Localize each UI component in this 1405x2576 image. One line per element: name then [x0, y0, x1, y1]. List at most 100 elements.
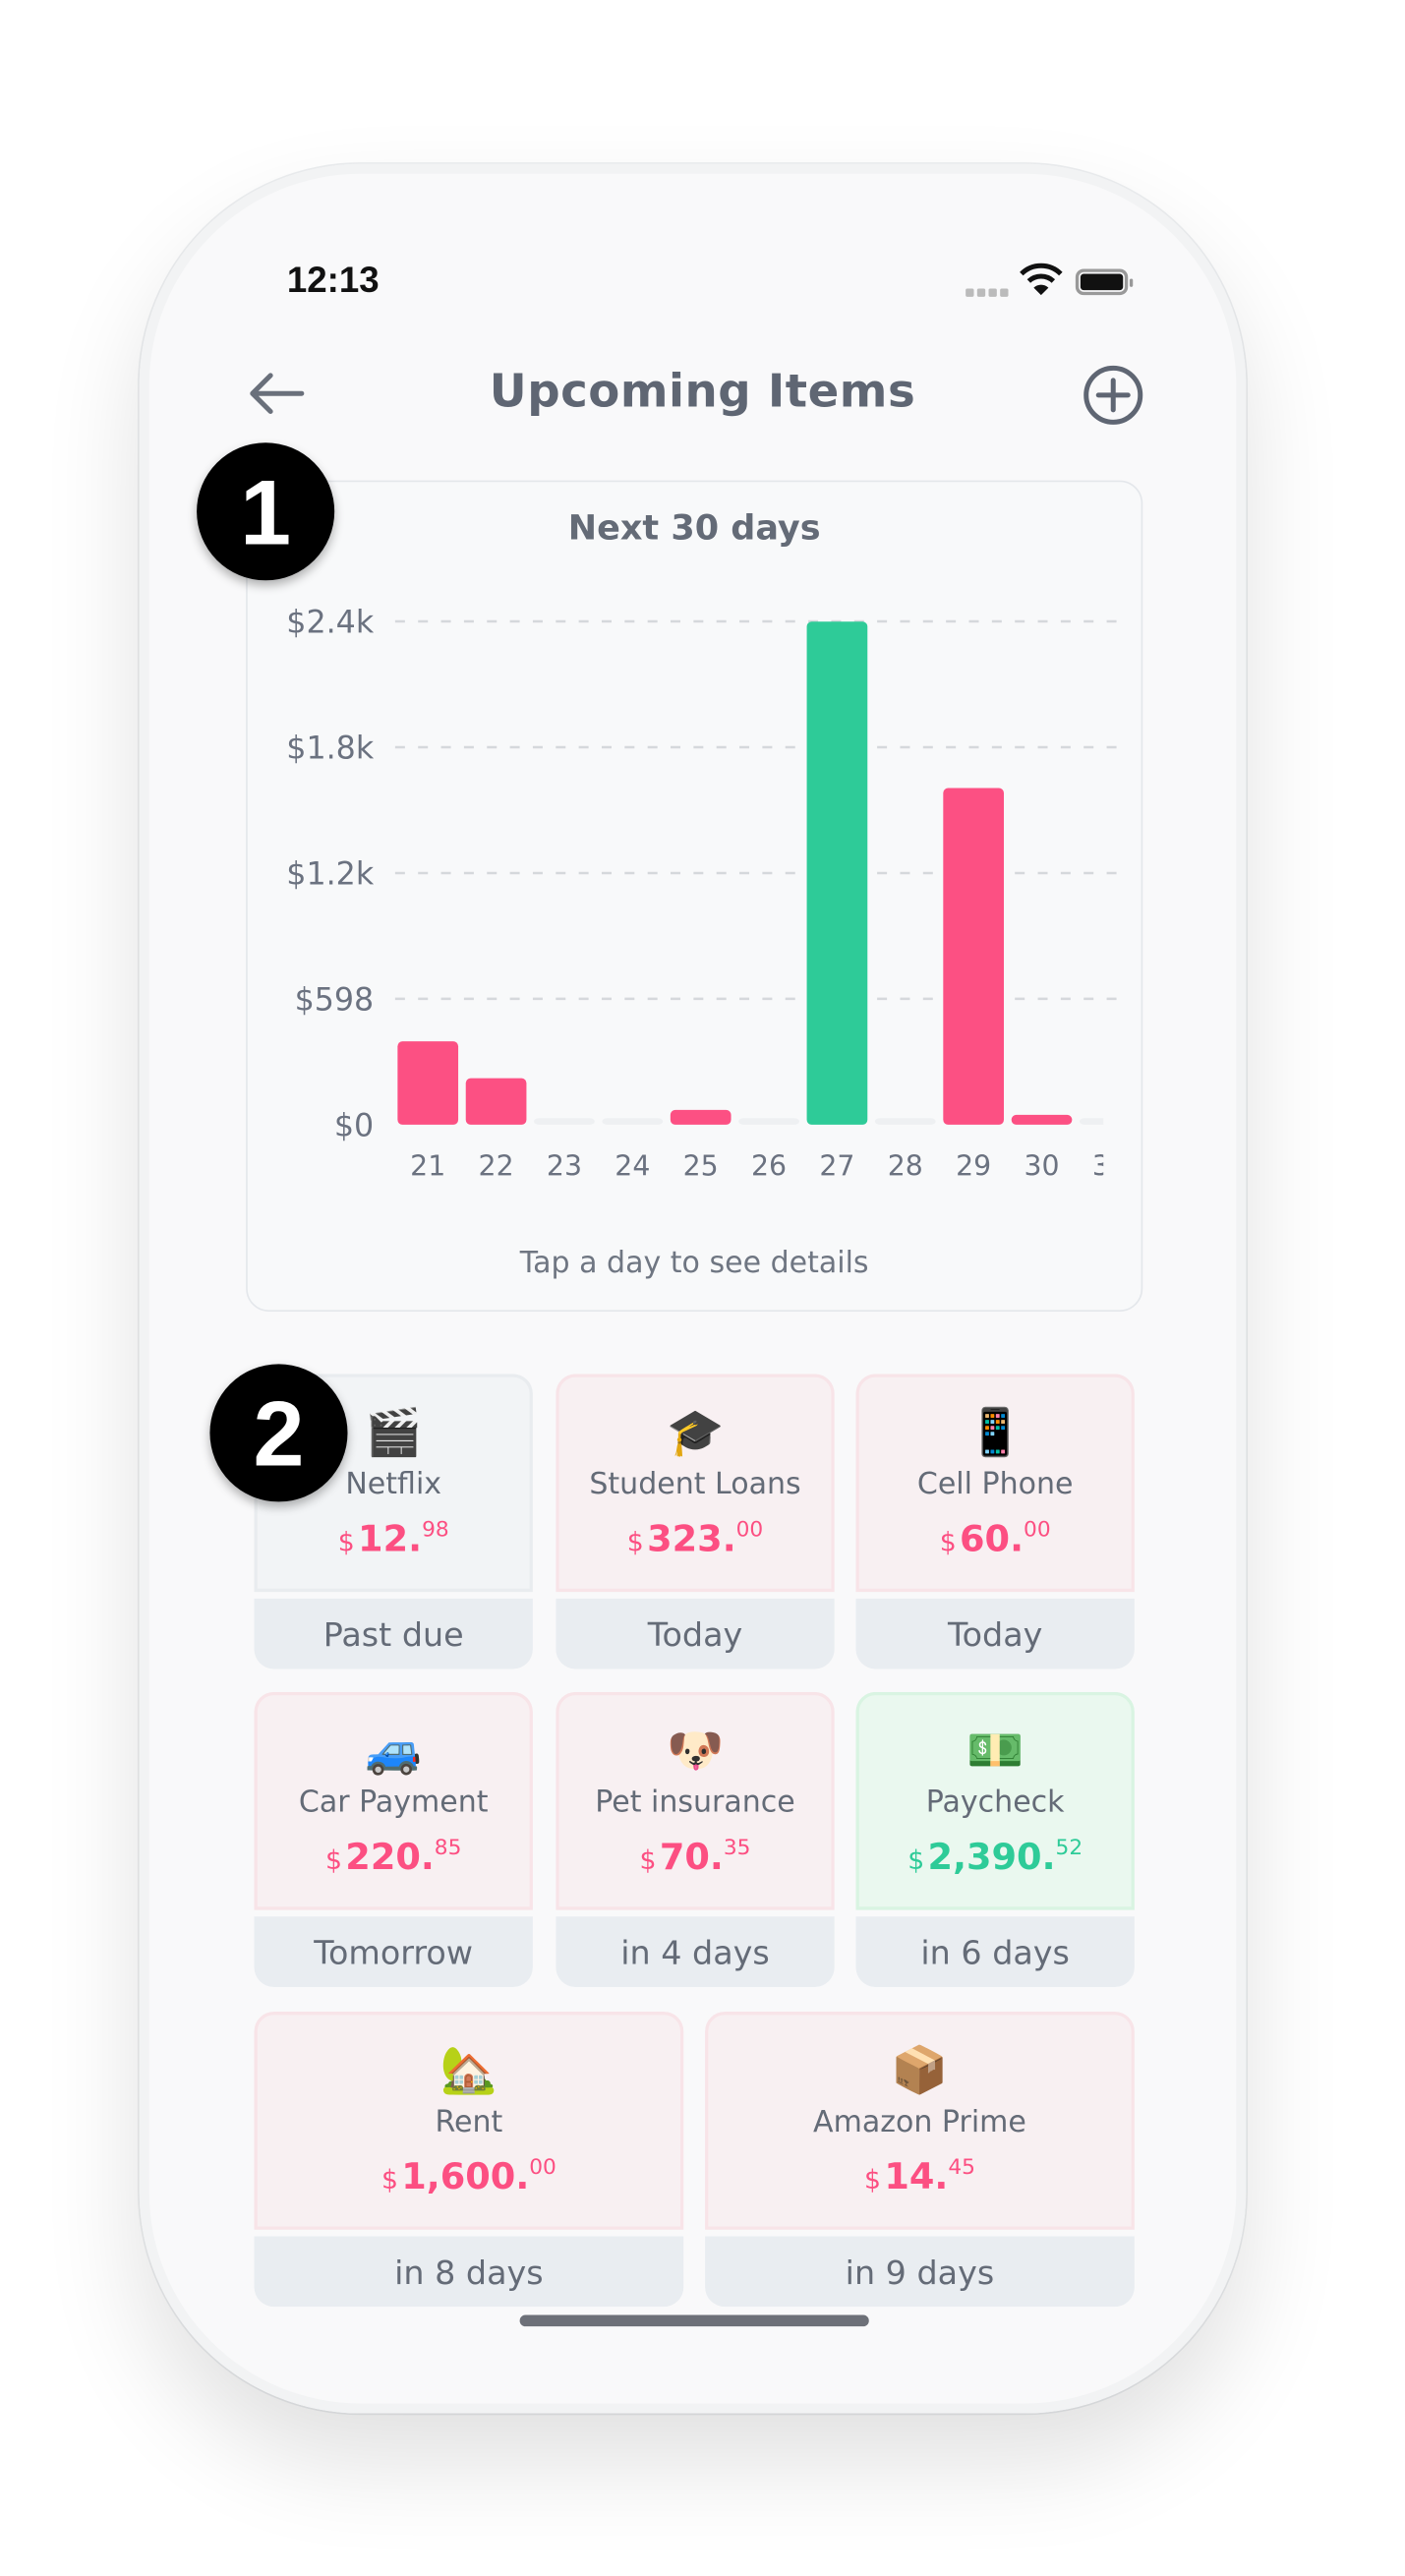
battery-icon [1075, 268, 1134, 296]
item-amount: $14.45 [708, 2156, 1131, 2198]
car-icon: 🚙 [365, 1723, 423, 1778]
money-icon: 💵 [966, 1723, 1024, 1778]
bar-23[interactable] [534, 1118, 595, 1125]
upcoming-item-card[interactable]: 📦 Amazon Prime $14.45 in 9 days [705, 2012, 1135, 2308]
currency-symbol: $ [864, 2164, 881, 2195]
annotation-badge-1: 1 [197, 442, 335, 581]
item-due-status: in 6 days [855, 1916, 1135, 1988]
upcoming-item-card[interactable]: 💵 Paycheck $2,390.52 in 6 days [855, 1691, 1135, 1988]
item-due-status: Tomorrow [254, 1916, 533, 1988]
item-body: 🎓 Student Loans $323.00 [556, 1374, 835, 1593]
graduation-cap-icon: 🎓 [666, 1405, 725, 1460]
currency-symbol: $ [626, 1526, 644, 1558]
item-name: Pet insurance [595, 1785, 795, 1820]
chart-title: Next 30 days [567, 507, 821, 548]
item-body: 🐶 Pet insurance $70.35 [556, 1691, 835, 1910]
item-name: Cell Phone [916, 1467, 1074, 1502]
item-amount: $12.98 [258, 1518, 530, 1560]
chart-card: Next 30 days $0 $598 $1.2k $1.8k $2.4k 21 22 23… [246, 480, 1144, 1313]
item-due-status: in 8 days [254, 2236, 684, 2308]
item-due-status: Today [855, 1598, 1135, 1669]
bar-30[interactable] [1011, 1114, 1073, 1125]
bar-27[interactable] [806, 621, 868, 1125]
x-tick-label: 25 [683, 1150, 719, 1183]
y-tick-label: $598 [295, 983, 375, 1019]
amount-whole: 323. [647, 1519, 736, 1561]
clapper-board-icon: 🎬 [365, 1405, 423, 1460]
currency-symbol: $ [324, 1844, 342, 1876]
dog-icon: 🐶 [666, 1723, 725, 1778]
amount-cents: 00 [735, 1518, 764, 1544]
bar-25[interactable] [670, 1109, 732, 1125]
home-indicator[interactable] [519, 2314, 869, 2327]
annotation-badge-2: 2 [209, 1364, 348, 1502]
y-tick-label: $2.4k [286, 606, 375, 641]
x-tick-label: 30 [1024, 1150, 1060, 1183]
bar-29[interactable] [943, 788, 1005, 1125]
bar-26[interactable] [738, 1118, 799, 1125]
x-tick-label: 21 [410, 1150, 445, 1183]
bar-31[interactable] [1080, 1118, 1130, 1125]
item-amount: $1,600.00 [258, 2156, 680, 2198]
amount-cents: 00 [529, 2155, 556, 2181]
upcoming-item-card[interactable]: 🐶 Pet insurance $70.35 in 4 days [556, 1691, 835, 1988]
item-amount: $70.35 [559, 1837, 832, 1879]
amount-whole: 220. [345, 1838, 435, 1879]
y-tick-label: $0 [334, 1109, 374, 1144]
item-amount: $60.00 [859, 1518, 1132, 1560]
signal-icon [966, 288, 1009, 297]
amount-cents: 35 [723, 1836, 751, 1861]
item-amount: $323.00 [559, 1518, 832, 1560]
bar-28[interactable] [874, 1118, 936, 1125]
upcoming-item-card[interactable]: 📱 Cell Phone $60.00 Today [855, 1374, 1135, 1669]
x-tick-label: 24 [615, 1150, 650, 1183]
item-amount: $220.85 [258, 1837, 530, 1879]
amount-cents: 98 [422, 1518, 449, 1544]
item-due-status: in 4 days [556, 1916, 835, 1988]
amount-cents: 00 [1024, 1518, 1051, 1544]
currency-symbol: $ [907, 1844, 925, 1876]
upcoming-item-card[interactable]: 🎓 Student Loans $323.00 Today [556, 1374, 835, 1669]
bar-24[interactable] [602, 1118, 664, 1125]
item-body: 💵 Paycheck $2,390.52 [855, 1691, 1135, 1910]
item-name: Rent [435, 2105, 503, 2140]
item-body: 📦 Amazon Prime $14.45 [705, 2012, 1135, 2230]
mobile-phone-icon: 📱 [966, 1405, 1024, 1460]
amount-whole: 2,390. [927, 1838, 1056, 1879]
item-name: Amazon Prime [813, 2105, 1026, 2140]
bar-22[interactable] [465, 1078, 527, 1125]
currency-symbol: $ [939, 1526, 957, 1558]
item-body: 🚙 Car Payment $220.85 [254, 1691, 533, 1910]
currency-symbol: $ [381, 2164, 398, 2195]
item-name: Car Payment [298, 1785, 489, 1820]
house-icon: 🏡 [439, 2042, 498, 2097]
status-time: 12:13 [286, 259, 380, 301]
item-name: Netflix [345, 1467, 442, 1502]
x-tick-label: 22 [479, 1150, 514, 1183]
amount-whole: 12. [358, 1519, 423, 1561]
x-tick-label: 26 [751, 1150, 787, 1183]
amount-whole: 1,600. [401, 2157, 530, 2199]
item-body: 📱 Cell Phone $60.00 [855, 1374, 1135, 1593]
upcoming-item-card[interactable]: 🏡 Rent $1,600.00 in 8 days [254, 2012, 684, 2308]
currency-symbol: $ [337, 1526, 355, 1558]
page-title: Upcoming Items [489, 364, 916, 419]
package-icon: 📦 [891, 2042, 949, 2097]
amount-cents: 85 [434, 1836, 462, 1861]
y-tick-label: $1.8k [286, 732, 375, 767]
bar-chart[interactable]: $0 $598 $1.2k $1.8k $2.4k 21 22 23 24 25 26 27 28 29 3… [248, 482, 1144, 1313]
x-tick-label: 23 [547, 1150, 582, 1183]
bar-21[interactable] [397, 1041, 459, 1125]
amount-whole: 60. [960, 1519, 1024, 1561]
amount-whole: 70. [659, 1838, 724, 1879]
item-due-status: Past due [254, 1598, 533, 1669]
x-tick-label: 31 [1092, 1150, 1128, 1183]
amount-whole: 14. [884, 2157, 949, 2199]
item-body: 🏡 Rent $1,600.00 [254, 2012, 684, 2230]
item-name: Paycheck [925, 1785, 1065, 1820]
chart-caption: Tap a day to see details [519, 1246, 869, 1281]
plus-circle-icon[interactable] [1083, 364, 1144, 426]
arrow-left-icon[interactable] [246, 364, 312, 423]
upcoming-item-card[interactable]: 🚙 Car Payment $220.85 Tomorrow [254, 1691, 533, 1988]
